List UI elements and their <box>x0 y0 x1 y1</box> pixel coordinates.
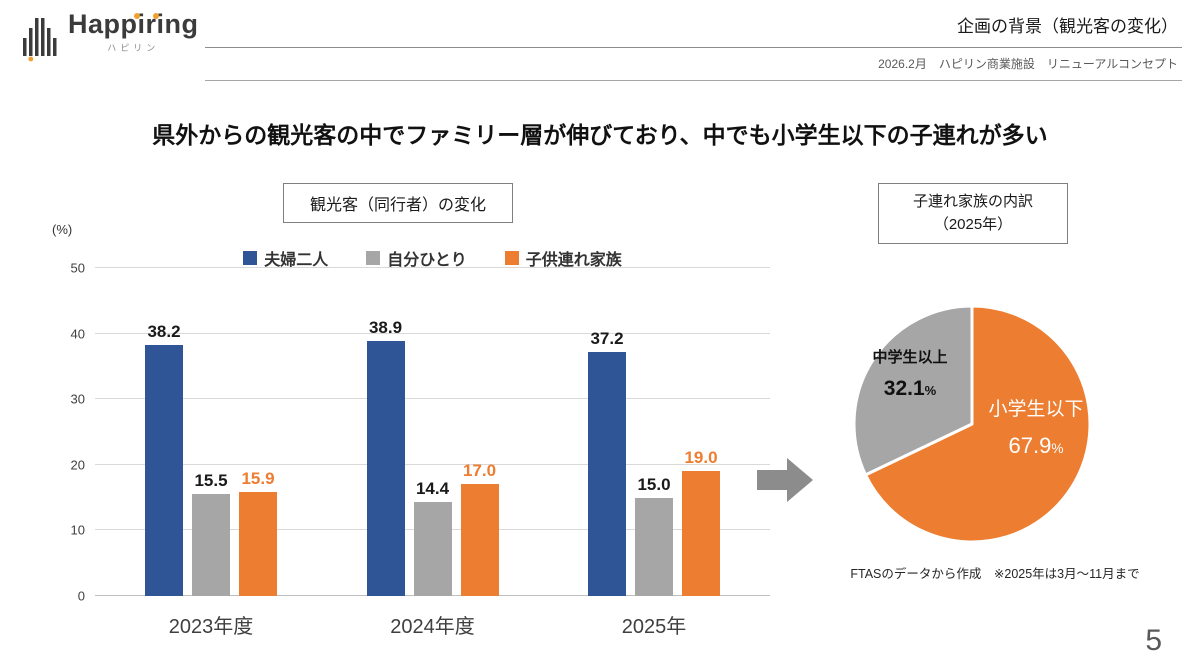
pie-slice-1 <box>852 304 974 477</box>
bar-chart-title: 観光客（同行者）の変化 <box>283 183 514 223</box>
logo: Happiring ハピリン <box>22 9 199 62</box>
y-tick-label: 10 <box>70 522 85 538</box>
bar-column: 19.0 <box>682 448 720 596</box>
legend-swatch <box>243 251 258 265</box>
bar-value-label: 14.4 <box>415 478 450 498</box>
gridline <box>95 463 770 465</box>
pie-label-elementary: 小学生以下 67.9% <box>982 394 1090 459</box>
x-axis-label: 2023年度 <box>168 616 254 638</box>
source-footnote: FTASのデータから作成 ※2025年は3月～11月まで <box>850 567 1140 581</box>
bar <box>192 494 230 596</box>
bar-column: 38.2 <box>145 322 183 596</box>
bar <box>145 345 183 596</box>
bar-chart: 夫婦二人 自分ひとり 子供連れ家族 0 10 20 30 40 50 38.2 15.5 15.9 3… <box>71 248 770 639</box>
legend-item: 自分ひとり <box>366 248 467 269</box>
bar-group: 38.9 14.4 17.0 <box>366 317 499 596</box>
bar-column: 37.2 <box>588 329 626 596</box>
bar-value-label: 37.2 <box>590 328 624 348</box>
bar-value-label: 38.9 <box>368 317 403 337</box>
legend-label: 自分ひとり <box>387 252 467 269</box>
legend-swatch <box>366 251 381 265</box>
logo-subtext: ハピリン <box>107 42 160 53</box>
logo-wordmark: Happiring <box>68 9 199 39</box>
bar-group: 38.2 15.5 15.9 <box>145 322 277 596</box>
bar <box>635 497 673 596</box>
logo-i-dot <box>134 13 140 19</box>
bar-value-label: 19.0 <box>684 448 718 468</box>
bar-column: 14.4 <box>413 478 452 596</box>
bar-value-label: 15.0 <box>637 474 671 494</box>
pie-chart-title-line1: 子連れ家族の内訳 <box>912 193 1033 210</box>
y-tick-label: 50 <box>70 260 85 276</box>
bar <box>413 501 452 596</box>
pie-value-number: 32.1 <box>883 377 925 400</box>
chart-legend: 夫婦二人 自分ひとり 子供連れ家族 <box>95 248 770 269</box>
y-tick-label: 20 <box>70 457 85 473</box>
pie-chart-title: 子連れ家族の内訳 （2025年） <box>878 183 1068 244</box>
bar-value-label: 17.0 <box>462 461 497 481</box>
y-tick-label: 0 <box>77 588 85 604</box>
x-axis-labels: 2023年度 2024年度 2025年 <box>95 610 770 639</box>
percent-sign: % <box>924 383 937 398</box>
y-tick-label: 40 <box>70 326 85 342</box>
y-tick-label: 30 <box>70 391 85 407</box>
percent-sign: % <box>1051 441 1064 456</box>
bar <box>682 471 720 596</box>
gridline <box>95 332 770 334</box>
legend-label: 夫婦二人 <box>264 252 329 269</box>
bar-value-label: 15.9 <box>241 468 275 488</box>
pie-slice-label: 中学生以上 <box>872 349 948 366</box>
legend-swatch <box>504 251 519 265</box>
logo-accent-dot <box>28 56 34 62</box>
arrow-right-icon <box>757 458 813 502</box>
main-title: 県外からの観光客の中でファミリー層が伸びており、中でも小学生以下の子連れが多い <box>152 122 1048 148</box>
pie-slice-0 <box>864 304 1092 544</box>
x-axis-label: 2025年 <box>621 616 687 638</box>
logo-building-bars <box>23 18 57 56</box>
slide-header-subtitle: 2026.2月 ハピリン商業施設 リニューアルコンセプト <box>205 48 1182 81</box>
logo-i-dot <box>153 13 159 19</box>
bar <box>366 340 405 596</box>
bar-column: 15.0 <box>635 475 673 596</box>
gridline <box>95 398 770 400</box>
bar-value-label: 15.5 <box>194 471 228 491</box>
bar-value-label: 38.2 <box>147 322 181 342</box>
bar-column: 17.0 <box>460 461 499 596</box>
bar-groups: 38.2 15.5 15.9 38.9 14.4 17.0 37.2 15.0 19.0 <box>95 268 770 596</box>
header: 企画の背景（観光客の変化） 2026.2月 ハピリン商業施設 リニューアルコンセ… <box>205 8 1182 81</box>
legend-item: 夫婦二人 <box>243 248 329 269</box>
pie-slice-value: 32.1% <box>858 377 962 401</box>
pie-label-older: 中学生以上 32.1% <box>858 346 962 401</box>
pie-slice-value: 67.9% <box>982 433 1090 459</box>
pie-value-number: 67.9 <box>1008 433 1052 458</box>
slide-header-title: 企画の背景（観光客の変化） <box>205 8 1182 48</box>
bar-column: 15.5 <box>192 471 230 596</box>
logo-building-icon <box>23 18 57 62</box>
bar-column: 15.9 <box>239 469 277 596</box>
pie-chart-title-line2: （2025年） <box>933 215 1013 233</box>
legend-label: 子供連れ家族 <box>525 252 622 269</box>
bar <box>460 484 499 596</box>
page-number: 5 <box>1145 624 1162 657</box>
y-axis-unit-label: (%) <box>52 222 73 237</box>
legend-item: 子供連れ家族 <box>504 248 622 269</box>
gridline <box>95 267 770 268</box>
x-axis-label: 2024年度 <box>390 616 475 638</box>
bar-plot: 0 10 20 30 40 50 38.2 15.5 15.9 38.9 14.4 17.0 37.2 1… <box>71 261 770 604</box>
bar <box>588 351 626 596</box>
pie-slice-label: 小学生以下 <box>988 399 1084 420</box>
bar <box>239 491 277 596</box>
logo-text: Happiring <box>68 9 199 40</box>
pie-svg <box>852 304 1092 544</box>
pie-chart: 中学生以上 32.1% 小学生以下 67.9% <box>850 302 1094 546</box>
bar-group: 37.2 15.0 19.0 <box>588 329 720 596</box>
bar-column: 38.9 <box>366 317 405 596</box>
